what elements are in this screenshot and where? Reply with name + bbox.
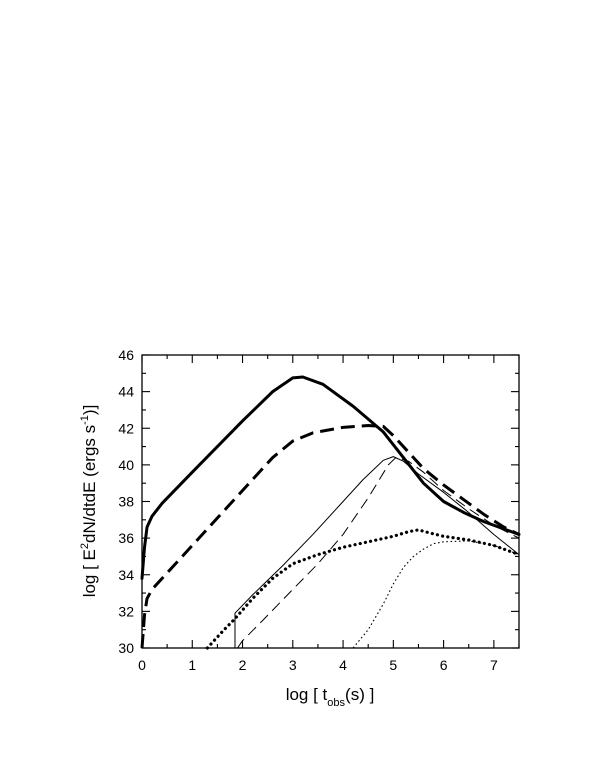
series-line-thin-dashed [237, 457, 520, 649]
x-axis-label: log [ tobs(s) ] [286, 685, 375, 709]
y-axis-label-superscript-2: 2 [79, 543, 91, 549]
series-group [140, 375, 521, 650]
series-line-thin-dotted [352, 540, 520, 649]
y-axis-label-superscript-minus1: -1 [79, 415, 91, 425]
y-tick-label: 40 [118, 457, 134, 473]
x-tick-label: 5 [389, 657, 397, 673]
y-tick-label: 42 [118, 420, 134, 436]
y-tick-label: 36 [118, 530, 134, 546]
x-tick-label: 1 [188, 657, 196, 673]
x-tick-label: 4 [339, 657, 347, 673]
x-tick-label: 3 [289, 657, 297, 673]
y-tick-label: 32 [118, 603, 134, 619]
series-line-thick-dashed [140, 424, 520, 649]
y-tick-label: 30 [118, 640, 134, 656]
y-tick-label: 38 [118, 494, 134, 510]
x-tick-label: 7 [490, 657, 498, 673]
plot-frame [141, 354, 520, 649]
y-tick-label: 44 [118, 384, 134, 400]
y-tick-label: 34 [118, 567, 134, 583]
axis-ticks [141, 354, 520, 649]
x-tick-label: 2 [239, 657, 247, 673]
y-axis-label: log [ E2dN/dtdE (ergs s-1)] [79, 405, 99, 598]
x-axis-label-subscript: obs [327, 697, 345, 709]
x-tick-label: 0 [138, 657, 146, 673]
y-tick-label: 46 [118, 347, 134, 363]
x-tick-label: 6 [440, 657, 448, 673]
series-line-thick-solid [140, 375, 521, 580]
series-line-thin-solid [234, 456, 520, 648]
series-line-thick-dotted [205, 528, 521, 650]
